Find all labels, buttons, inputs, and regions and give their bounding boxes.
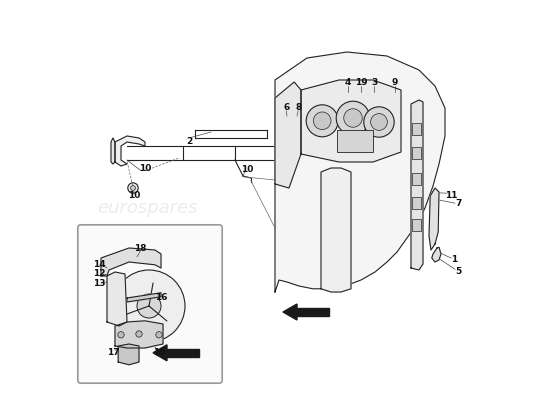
Circle shape [364,107,394,137]
Text: 10: 10 [241,165,253,174]
Text: 10: 10 [128,192,140,200]
Polygon shape [283,304,297,320]
Text: 6: 6 [283,104,289,112]
Circle shape [306,105,338,137]
Polygon shape [153,345,167,361]
Circle shape [344,109,362,127]
Polygon shape [275,52,445,292]
Text: 5: 5 [455,267,461,276]
Polygon shape [118,344,139,365]
Circle shape [136,331,142,337]
Text: 18: 18 [134,244,146,253]
Text: 11: 11 [445,192,457,200]
Text: 14: 14 [93,260,105,269]
Circle shape [156,332,162,338]
Polygon shape [321,168,351,292]
Bar [412,147,421,159]
Polygon shape [111,138,115,164]
Bar [337,130,373,152]
FancyBboxPatch shape [78,225,222,383]
Text: 2: 2 [186,137,192,146]
Text: 10: 10 [139,164,151,172]
Polygon shape [432,247,441,262]
Polygon shape [167,349,199,357]
Polygon shape [297,308,329,316]
Text: 1: 1 [451,256,458,264]
Polygon shape [127,293,161,302]
Text: eurospares: eurospares [273,199,373,217]
Text: 19: 19 [355,78,367,87]
Polygon shape [429,188,439,250]
Text: 9: 9 [392,78,398,87]
Text: 12: 12 [93,270,105,278]
Text: 4: 4 [345,78,351,87]
Bar [412,173,421,185]
Circle shape [314,112,331,130]
Polygon shape [115,136,145,166]
Text: 7: 7 [455,200,461,208]
Circle shape [113,270,185,342]
Bar [412,197,421,209]
Text: 15: 15 [153,348,165,357]
Circle shape [118,332,124,338]
Text: 8: 8 [295,104,301,112]
Bar [412,219,421,231]
Text: 17: 17 [107,348,119,357]
Polygon shape [107,272,127,326]
Polygon shape [275,82,301,188]
Bar [412,123,421,135]
Circle shape [130,186,135,190]
Circle shape [336,101,370,135]
Polygon shape [301,80,401,162]
Circle shape [371,114,387,130]
Text: 3: 3 [371,78,377,87]
Circle shape [137,294,161,318]
Text: 16: 16 [155,294,167,302]
Text: 13: 13 [93,279,105,288]
Polygon shape [115,321,163,348]
Polygon shape [101,248,161,276]
Polygon shape [411,100,423,270]
Circle shape [128,183,138,193]
Text: eurospares: eurospares [97,199,197,217]
